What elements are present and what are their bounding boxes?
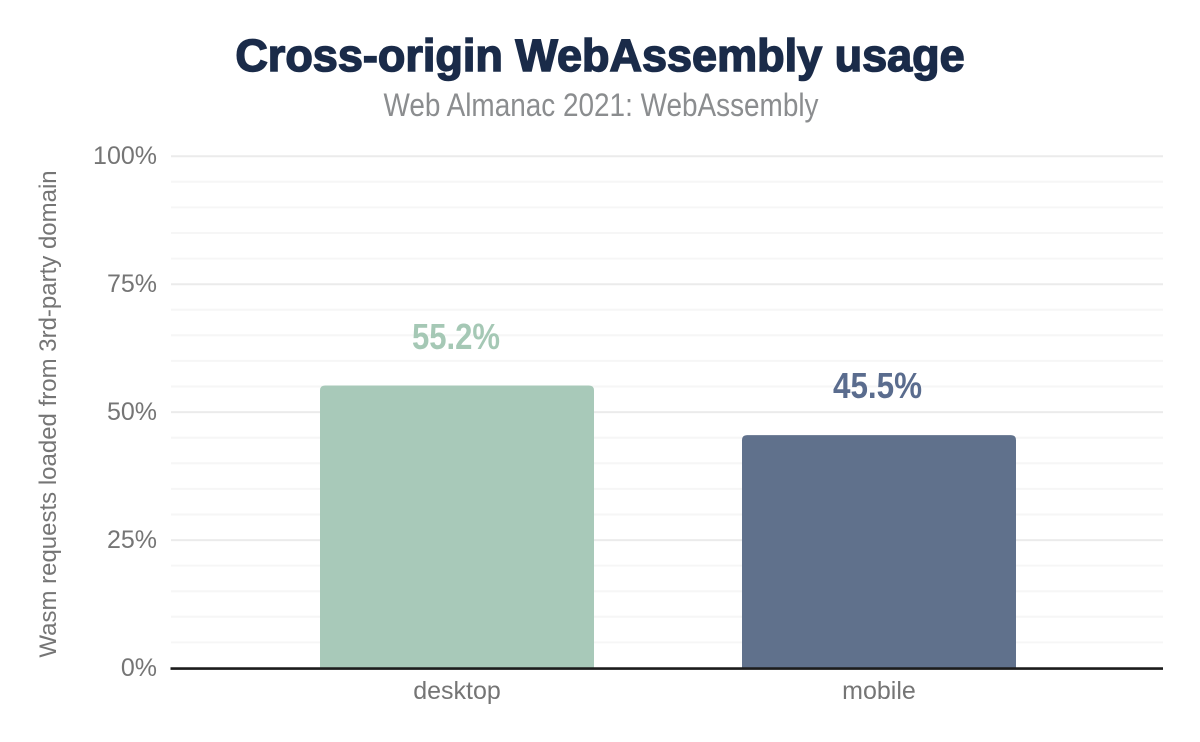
svg-text:25%: 25% [107,526,157,554]
svg-text:Wasm requests loaded from 3rd-: Wasm requests loaded from 3rd-party doma… [35,170,62,657]
svg-text:45.5%: 45.5% [833,365,922,406]
svg-text:desktop: desktop [413,677,501,705]
svg-text:0%: 0% [121,654,157,682]
svg-text:55.2%: 55.2% [412,316,500,357]
svg-text:mobile: mobile [842,677,916,705]
svg-text:100%: 100% [93,142,157,170]
svg-text:50%: 50% [107,398,157,426]
svg-text:Web Almanac 2021: WebAssembly: Web Almanac 2021: WebAssembly [384,87,819,123]
svg-text:75%: 75% [107,270,157,298]
svg-text:Cross-origin WebAssembly usage: Cross-origin WebAssembly usage [235,30,964,81]
